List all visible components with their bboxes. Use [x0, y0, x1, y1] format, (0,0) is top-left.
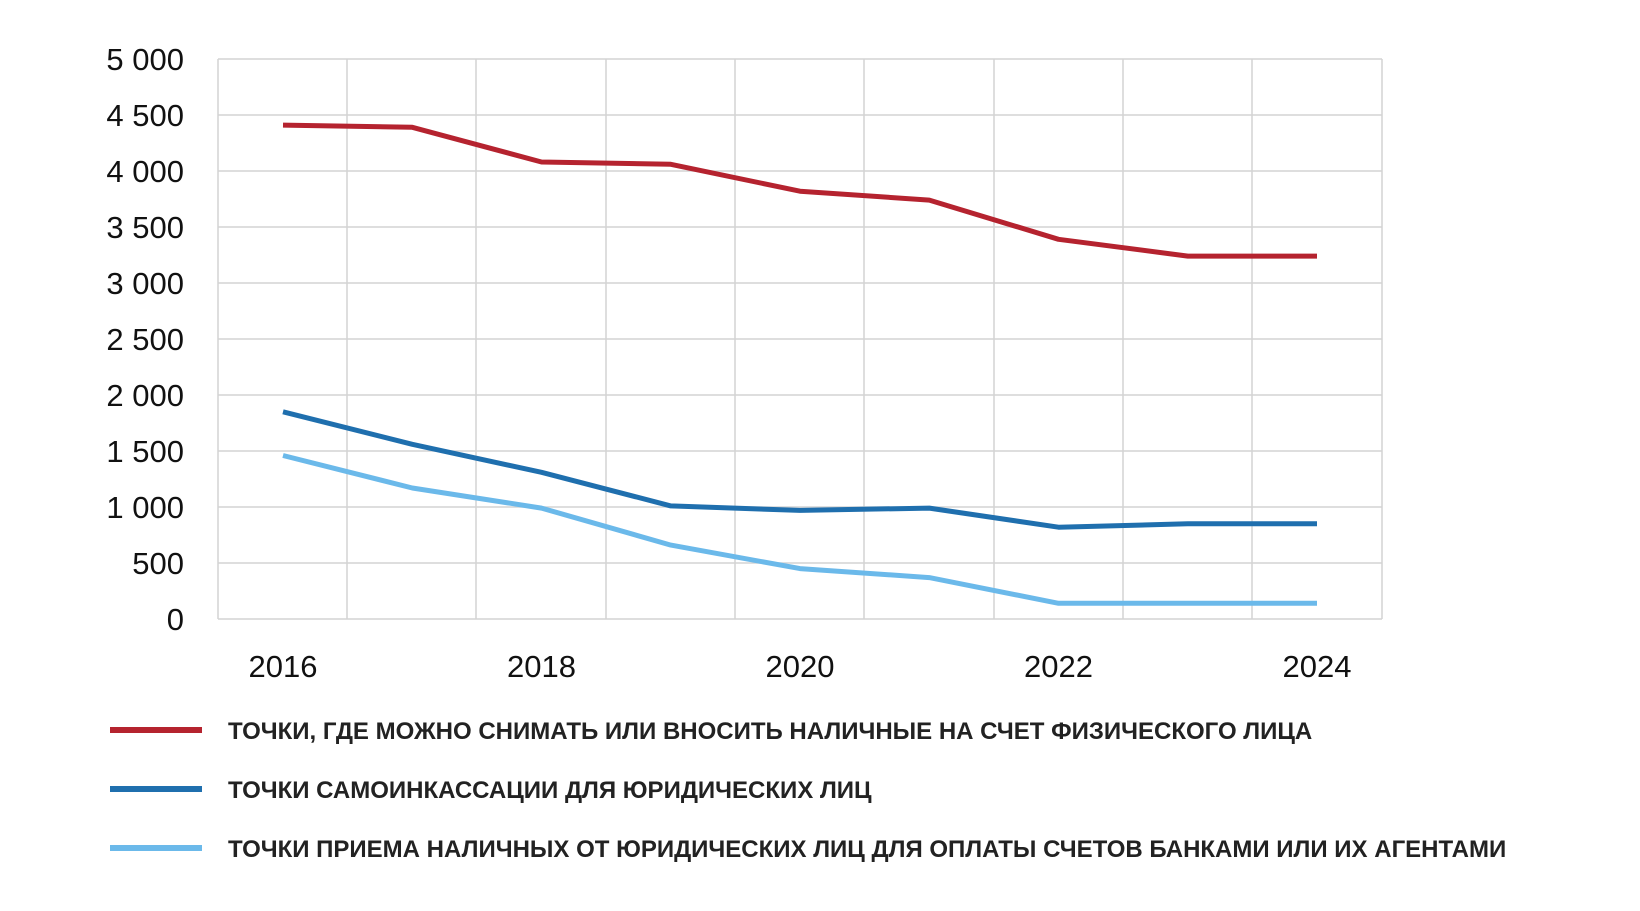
y-tick-label: 4 000: [106, 154, 184, 189]
y-tick-label: 500: [132, 546, 184, 581]
y-tick-label: 3 500: [106, 210, 184, 245]
y-tick-label: 2 500: [106, 322, 184, 357]
series-line-1: [282, 122, 1317, 259]
y-tick-label: 2 000: [106, 378, 184, 413]
series-line-3: [282, 453, 1317, 606]
x-tick-label: 2022: [1024, 649, 1093, 684]
grid: [217, 58, 1383, 620]
legend: ТОЧКИ, ГДЕ МОЖНО СНИМАТЬ ИЛИ ВНОСИТЬ НАЛ…: [110, 718, 1506, 863]
y-tick-label: 1 000: [106, 490, 184, 525]
y-tick-label: 0: [167, 602, 184, 637]
y-tick-label: 1 500: [106, 434, 184, 469]
x-tick-label: 2024: [1283, 649, 1352, 684]
legend-label: ТОЧКИ, ГДЕ МОЖНО СНИМАТЬ ИЛИ ВНОСИТЬ НАЛ…: [228, 718, 1312, 745]
y-tick-label: 4 500: [106, 98, 184, 133]
y-tick-label: 3 000: [106, 266, 184, 301]
axes: 0 500 1 000 1 500 2 000 2 500 3 000 3 500 4 000 4…: [106, 42, 1351, 684]
legend-label: ТОЧКИ САМОИНКАССАЦИИ ДЛЯ ЮРИДИЧЕСКИХ ЛИЦ: [228, 777, 872, 804]
y-tick-label: 5 000: [106, 42, 184, 77]
x-tick-label: 2020: [766, 649, 835, 684]
x-tick-label: 2016: [249, 649, 318, 684]
series-lines: [282, 122, 1317, 606]
series-line-2: [282, 409, 1317, 530]
x-tick-label: 2018: [507, 649, 576, 684]
legend-label: ТОЧКИ ПРИЕМА НАЛИЧНЫХ ОТ ЮРИДИЧЕСКИХ ЛИЦ…: [228, 836, 1506, 863]
